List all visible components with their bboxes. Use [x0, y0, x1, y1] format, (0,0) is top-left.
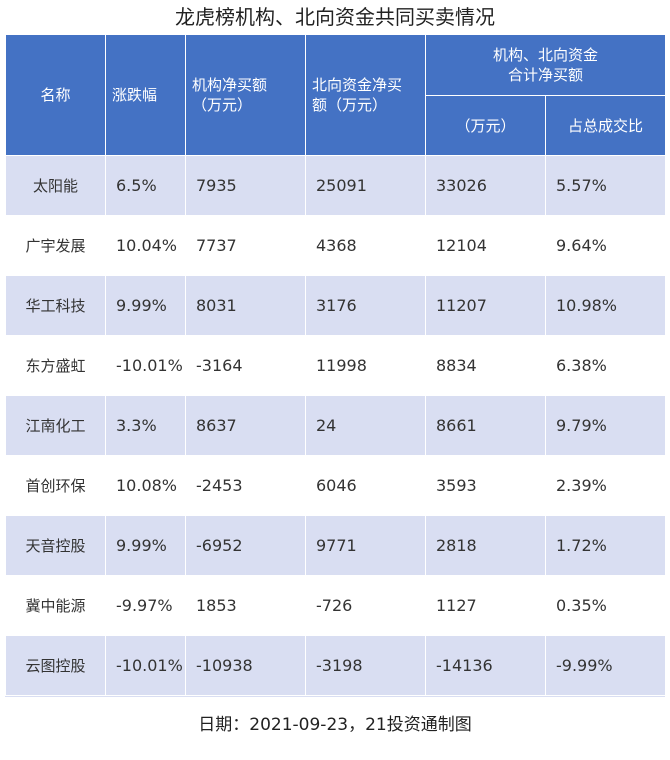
cell-north: 6046 — [305, 455, 426, 516]
cell-name: 太阳能 — [5, 155, 106, 216]
header-combined-line2: 合计净买额 — [508, 66, 584, 84]
cell-change: -10.01% — [105, 335, 186, 396]
table-row: 首创环保 10.08% -2453 6046 3593 2.39% — [5, 455, 667, 516]
cell-share: 0.35% — [544, 575, 667, 636]
cell-combined: 8834 — [425, 335, 546, 396]
table-row: 东方盛虹 -10.01% -3164 11998 8834 6.38% — [5, 335, 667, 396]
cell-share: -9.99% — [544, 635, 667, 696]
cell-share: 6.38% — [544, 335, 667, 396]
cell-change: -10.01% — [105, 635, 186, 696]
header-combined: 机构、北向资金 合计净买额 — [424, 34, 667, 96]
cell-inst: -6952 — [185, 515, 306, 576]
table-row: 太阳能 6.5% 7935 25091 33026 5.57% — [5, 155, 667, 216]
header-name: 名称 — [5, 34, 106, 156]
cell-inst: 8031 — [185, 275, 306, 336]
header-share-label: 占总成交比 — [568, 116, 644, 135]
footer-note: 日期：2021-09-23，21投资通制图 — [5, 696, 665, 754]
cell-name: 广宇发展 — [5, 215, 106, 276]
cell-combined: 12104 — [425, 215, 546, 276]
cell-combined: 1127 — [425, 575, 546, 636]
cell-combined: 33026 — [425, 155, 546, 216]
cell-share: 5.57% — [544, 155, 667, 216]
cell-change: 10.08% — [105, 455, 186, 516]
cell-inst: -10938 — [185, 635, 306, 696]
cell-combined: 2818 — [425, 515, 546, 576]
cell-change: -9.97% — [105, 575, 186, 636]
header-share: 占总成交比 — [544, 95, 667, 156]
cell-inst: 8637 — [185, 395, 306, 456]
cell-north: -3198 — [305, 635, 426, 696]
cell-north: 24 — [305, 395, 426, 456]
cell-name: 天音控股 — [5, 515, 106, 576]
table-header: 名称 涨跌幅 机构净买额 （万元） 北向资金净买 额（万元） 机构、北向资金 合… — [5, 34, 667, 156]
cell-name: 东方盛虹 — [5, 335, 106, 396]
header-name-label: 名称 — [40, 86, 71, 104]
cell-combined: 11207 — [425, 275, 546, 336]
cell-north: 9771 — [305, 515, 426, 576]
header-change: 涨跌幅 — [105, 34, 186, 156]
page-title: 龙虎榜机构、北向资金共同买卖情况 — [175, 5, 495, 29]
table-row: 天音控股 9.99% -6952 9771 2818 1.72% — [5, 515, 667, 576]
cell-inst: 7737 — [185, 215, 306, 276]
cell-north: 25091 — [305, 155, 426, 216]
cell-name: 首创环保 — [5, 455, 106, 516]
table-body: 太阳能 6.5% 7935 25091 33026 5.57% 广宇发展 10.04% 7737… — [5, 155, 667, 696]
table-row: 广宇发展 10.04% 7737 4368 12104 9.64% — [5, 215, 667, 276]
data-table: 名称 涨跌幅 机构净买额 （万元） 北向资金净买 额（万元） 机构、北向资金 合… — [5, 34, 667, 696]
cell-inst: 1853 — [185, 575, 306, 636]
cell-inst: -3164 — [185, 335, 306, 396]
cell-name: 华工科技 — [5, 275, 106, 336]
table-row: 华工科技 9.99% 8031 3176 11207 10.98% — [5, 275, 667, 336]
cell-change: 9.99% — [105, 515, 186, 576]
header-combined-unit: （万元） — [425, 95, 546, 156]
cell-combined: -14136 — [425, 635, 546, 696]
cell-north: 3176 — [305, 275, 426, 336]
cell-north: -726 — [305, 575, 426, 636]
cell-combined: 8661 — [425, 395, 546, 456]
header-combined-line1: 机构、北向资金 — [493, 46, 599, 64]
table-row: 云图控股 -10.01% -10938 -3198 -14136 -9.99% — [5, 635, 667, 696]
cell-name: 冀中能源 — [5, 575, 106, 636]
cell-north: 11998 — [305, 335, 426, 396]
cell-change: 10.04% — [105, 215, 186, 276]
cell-inst: -2453 — [185, 455, 306, 516]
cell-share: 9.64% — [544, 215, 667, 276]
cell-inst: 7935 — [185, 155, 306, 216]
cell-share: 9.79% — [544, 395, 667, 456]
header-north: 北向资金净买 额（万元） — [305, 34, 426, 156]
table-row: 江南化工 3.3% 8637 24 8661 9.79% — [5, 395, 667, 456]
header-north-line1: 北向资金净买 — [312, 76, 403, 94]
cell-share: 1.72% — [544, 515, 667, 576]
cell-combined: 3593 — [425, 455, 546, 516]
cell-name: 江南化工 — [5, 395, 106, 456]
header-change-label: 涨跌幅 — [112, 86, 158, 104]
cell-change: 9.99% — [105, 275, 186, 336]
cell-name: 云图控股 — [5, 635, 106, 696]
cell-north: 4368 — [305, 215, 426, 276]
cell-change: 6.5% — [105, 155, 186, 216]
header-combined-unit-label: （万元） — [455, 116, 516, 135]
header-inst: 机构净买额 （万元） — [185, 34, 306, 156]
header-inst-line1: 机构净买额 — [192, 76, 268, 94]
header-inst-line2: （万元） — [192, 96, 253, 114]
header-north-line2: 额（万元） — [312, 96, 388, 114]
table-row: 冀中能源 -9.97% 1853 -726 1127 0.35% — [5, 575, 667, 636]
cell-change: 3.3% — [105, 395, 186, 456]
cell-share: 2.39% — [544, 455, 667, 516]
cell-share: 10.98% — [544, 275, 667, 336]
